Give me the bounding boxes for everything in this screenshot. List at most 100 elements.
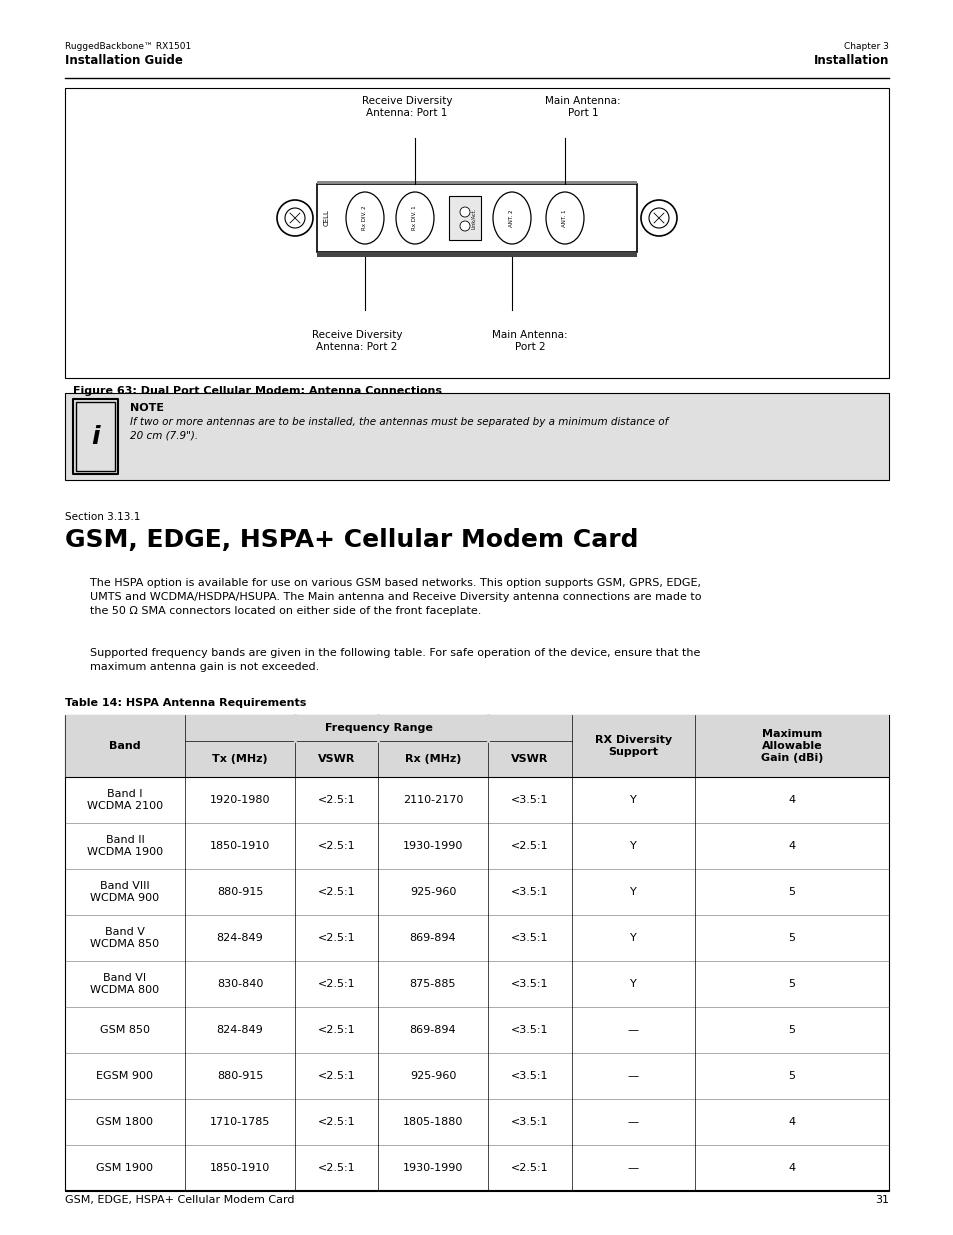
- Text: i: i: [91, 425, 100, 448]
- Text: <2.5:1: <2.5:1: [317, 932, 355, 944]
- Text: 5: 5: [788, 932, 795, 944]
- Ellipse shape: [493, 191, 531, 245]
- Text: 1805-1880: 1805-1880: [402, 1116, 463, 1128]
- Text: Rx DIV. 1: Rx DIV. 1: [412, 206, 417, 230]
- Text: GSM, EDGE, HSPA+ Cellular Modem Card: GSM, EDGE, HSPA+ Cellular Modem Card: [65, 1195, 294, 1205]
- Text: 880-915: 880-915: [216, 1071, 263, 1081]
- Text: RuggedBackbone™ RX1501: RuggedBackbone™ RX1501: [65, 42, 191, 51]
- Text: Maximum
Allowable
Gain (dBi): Maximum Allowable Gain (dBi): [760, 730, 822, 762]
- Text: <2.5:1: <2.5:1: [511, 841, 548, 851]
- Text: ANT. 2: ANT. 2: [509, 209, 514, 227]
- Bar: [316, 252, 637, 257]
- Text: Chapter 3: Chapter 3: [843, 42, 888, 51]
- Circle shape: [459, 207, 470, 217]
- Text: 5: 5: [788, 979, 795, 989]
- Text: <3.5:1: <3.5:1: [511, 1071, 548, 1081]
- Text: Section 3.13.1: Section 3.13.1: [65, 513, 140, 522]
- Bar: [65, 393, 888, 480]
- Text: <2.5:1: <2.5:1: [317, 887, 355, 897]
- Text: RX Diversity
Support: RX Diversity Support: [595, 735, 671, 757]
- Text: 4: 4: [787, 795, 795, 805]
- Bar: [65, 88, 888, 378]
- Bar: [73, 399, 118, 474]
- Circle shape: [640, 200, 677, 236]
- Text: 1710-1785: 1710-1785: [210, 1116, 270, 1128]
- Text: 1930-1990: 1930-1990: [402, 841, 463, 851]
- Text: Y: Y: [630, 795, 637, 805]
- Text: Receive Diversity
Antenna: Port 2: Receive Diversity Antenna: Port 2: [312, 330, 402, 352]
- Text: NOTE: NOTE: [130, 403, 164, 412]
- Text: 5: 5: [788, 1071, 795, 1081]
- Bar: [65, 741, 888, 777]
- Bar: [65, 715, 888, 1191]
- Text: 869-894: 869-894: [409, 932, 456, 944]
- Text: <3.5:1: <3.5:1: [511, 1025, 548, 1035]
- Text: 1850-1910: 1850-1910: [210, 1163, 270, 1173]
- Text: Installation Guide: Installation Guide: [65, 54, 183, 67]
- Text: 4: 4: [787, 1116, 795, 1128]
- Text: <2.5:1: <2.5:1: [317, 1071, 355, 1081]
- Text: 824-849: 824-849: [216, 932, 263, 944]
- Text: 875-885: 875-885: [410, 979, 456, 989]
- Text: Figure 63: Dual Port Cellular Modem: Antenna Connections: Figure 63: Dual Port Cellular Modem: Ant…: [73, 387, 441, 396]
- Text: 1850-1910: 1850-1910: [210, 841, 270, 851]
- Circle shape: [648, 207, 668, 228]
- Text: Frequency Range: Frequency Range: [324, 722, 432, 734]
- Text: 2110-2170: 2110-2170: [402, 795, 463, 805]
- Ellipse shape: [346, 191, 384, 245]
- Text: —: —: [627, 1071, 639, 1081]
- Text: 1930-1990: 1930-1990: [402, 1163, 463, 1173]
- Text: <2.5:1: <2.5:1: [317, 1163, 355, 1173]
- Ellipse shape: [395, 191, 434, 245]
- Text: 880-915: 880-915: [216, 887, 263, 897]
- Text: <3.5:1: <3.5:1: [511, 979, 548, 989]
- Text: Link/Act.: Link/Act.: [471, 207, 476, 228]
- Text: Y: Y: [630, 932, 637, 944]
- Text: EGSM 900: EGSM 900: [96, 1071, 153, 1081]
- Bar: [316, 182, 637, 184]
- Text: —: —: [627, 1116, 639, 1128]
- Text: <2.5:1: <2.5:1: [317, 1116, 355, 1128]
- Text: Installation: Installation: [813, 54, 888, 67]
- Text: <2.5:1: <2.5:1: [317, 1025, 355, 1035]
- Text: Tx (MHz): Tx (MHz): [212, 755, 268, 764]
- Text: 5: 5: [788, 887, 795, 897]
- Text: Y: Y: [630, 841, 637, 851]
- Text: The HSPA option is available for use on various GSM based networks. This option : The HSPA option is available for use on …: [90, 578, 700, 616]
- Text: Main Antenna:
Port 1: Main Antenna: Port 1: [544, 96, 620, 119]
- Text: Band: Band: [109, 741, 141, 751]
- Text: —: —: [627, 1025, 639, 1035]
- Text: Rx (MHz): Rx (MHz): [404, 755, 460, 764]
- Circle shape: [459, 221, 470, 231]
- Text: 869-894: 869-894: [409, 1025, 456, 1035]
- Text: <3.5:1: <3.5:1: [511, 1116, 548, 1128]
- Text: 4: 4: [787, 841, 795, 851]
- Text: <3.5:1: <3.5:1: [511, 887, 548, 897]
- Text: Band VIII
WCDMA 900: Band VIII WCDMA 900: [91, 882, 159, 903]
- Text: Main Antenna:
Port 2: Main Antenna: Port 2: [492, 330, 567, 352]
- Text: Band I
WCDMA 2100: Band I WCDMA 2100: [87, 789, 163, 811]
- Text: —: —: [627, 1163, 639, 1173]
- Text: Supported frequency bands are given in the following table. For safe operation o: Supported frequency bands are given in t…: [90, 648, 700, 672]
- Text: 1920-1980: 1920-1980: [210, 795, 270, 805]
- Text: GSM, EDGE, HSPA+ Cellular Modem Card: GSM, EDGE, HSPA+ Cellular Modem Card: [65, 529, 638, 552]
- Text: 4: 4: [787, 1163, 795, 1173]
- Text: GSM 1800: GSM 1800: [96, 1116, 153, 1128]
- Ellipse shape: [545, 191, 583, 245]
- Text: VSWR: VSWR: [511, 755, 548, 764]
- Circle shape: [276, 200, 313, 236]
- Text: GSM 1900: GSM 1900: [96, 1163, 153, 1173]
- Text: GSM 850: GSM 850: [100, 1025, 150, 1035]
- Bar: [316, 184, 637, 252]
- Text: 824-849: 824-849: [216, 1025, 263, 1035]
- Text: <2.5:1: <2.5:1: [317, 795, 355, 805]
- Text: Band VI
WCDMA 800: Band VI WCDMA 800: [91, 973, 159, 995]
- Text: <3.5:1: <3.5:1: [511, 795, 548, 805]
- Text: 925-960: 925-960: [410, 887, 456, 897]
- Text: 5: 5: [788, 1025, 795, 1035]
- Bar: [65, 715, 888, 741]
- Bar: [65, 715, 185, 777]
- Text: <3.5:1: <3.5:1: [511, 932, 548, 944]
- Circle shape: [285, 207, 305, 228]
- Text: Band II
WCDMA 1900: Band II WCDMA 1900: [87, 835, 163, 857]
